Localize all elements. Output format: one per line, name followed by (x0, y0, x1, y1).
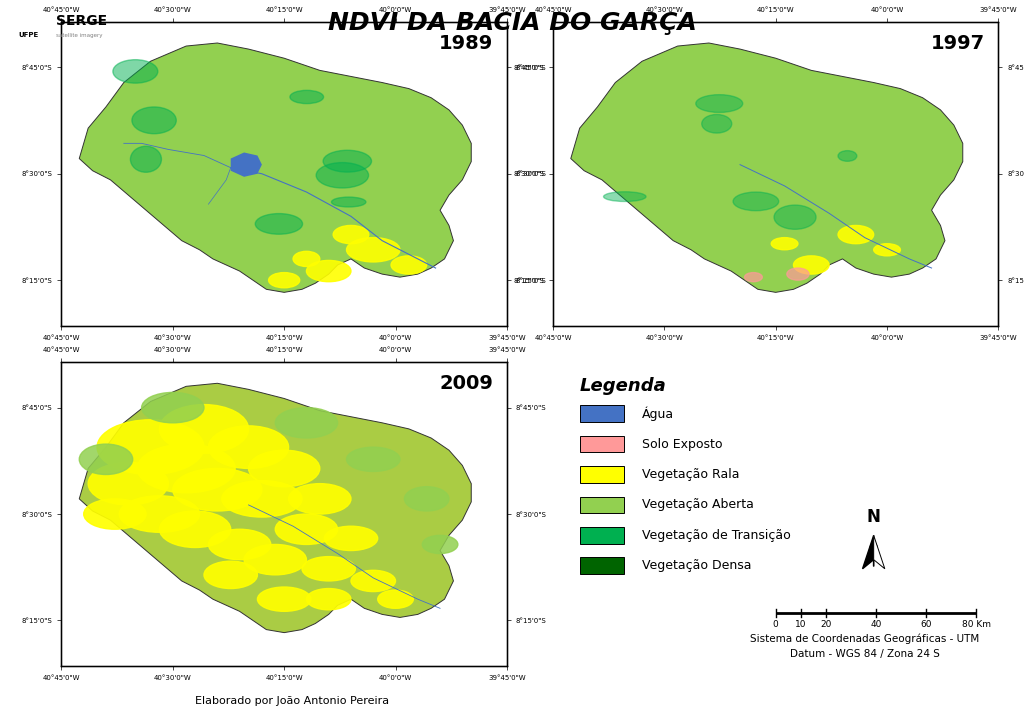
Ellipse shape (173, 468, 262, 511)
Bar (580, 436, 625, 452)
Text: Água: Água (642, 406, 674, 421)
Ellipse shape (733, 192, 778, 211)
Text: Datum - WGS 84 / Zona 24 S: Datum - WGS 84 / Zona 24 S (790, 649, 940, 659)
Text: SERGE: SERGE (56, 14, 108, 28)
Ellipse shape (346, 447, 400, 471)
Text: 40: 40 (870, 620, 882, 629)
Ellipse shape (744, 272, 762, 282)
Text: 20: 20 (820, 620, 831, 629)
Ellipse shape (333, 225, 369, 244)
Ellipse shape (794, 256, 829, 274)
Ellipse shape (346, 237, 400, 262)
Ellipse shape (422, 535, 458, 554)
Ellipse shape (786, 268, 809, 280)
Ellipse shape (209, 529, 270, 560)
Ellipse shape (774, 205, 816, 230)
Text: 2009: 2009 (439, 374, 494, 393)
Ellipse shape (302, 557, 355, 581)
Ellipse shape (209, 426, 289, 468)
Ellipse shape (137, 444, 236, 493)
Text: Vegetação Aberta: Vegetação Aberta (642, 498, 754, 511)
Ellipse shape (325, 526, 378, 550)
Ellipse shape (79, 444, 133, 474)
Ellipse shape (351, 571, 395, 592)
Ellipse shape (289, 484, 351, 514)
Ellipse shape (838, 151, 857, 161)
Ellipse shape (268, 273, 300, 287)
Bar (580, 527, 625, 544)
Text: 60: 60 (921, 620, 932, 629)
Ellipse shape (275, 514, 338, 544)
Text: Solo Exposto: Solo Exposto (642, 437, 723, 450)
Ellipse shape (332, 197, 366, 207)
Text: Legenda: Legenda (580, 377, 667, 395)
Ellipse shape (255, 214, 302, 235)
Bar (580, 466, 625, 483)
Ellipse shape (84, 499, 146, 529)
Text: satellite imagery: satellite imagery (56, 33, 102, 38)
Ellipse shape (316, 163, 369, 188)
Bar (580, 405, 625, 422)
Ellipse shape (97, 420, 204, 474)
Ellipse shape (160, 405, 249, 453)
Bar (580, 557, 625, 574)
Polygon shape (79, 43, 471, 292)
Ellipse shape (88, 463, 168, 505)
Text: 0: 0 (773, 620, 778, 629)
Ellipse shape (120, 496, 200, 532)
Ellipse shape (290, 90, 324, 104)
Ellipse shape (838, 225, 873, 244)
Ellipse shape (132, 107, 176, 134)
Text: 10: 10 (795, 620, 807, 629)
Text: N: N (866, 508, 881, 526)
Ellipse shape (249, 450, 319, 487)
Text: Vegetação Rala: Vegetação Rala (642, 468, 739, 481)
Ellipse shape (130, 146, 162, 172)
Ellipse shape (293, 251, 319, 266)
Ellipse shape (324, 151, 372, 172)
Text: Elaborado por João Antonio Pereira: Elaborado por João Antonio Pereira (195, 696, 389, 706)
Bar (580, 497, 625, 513)
Ellipse shape (160, 511, 230, 547)
Ellipse shape (873, 244, 900, 256)
Text: 80 Km: 80 Km (962, 620, 990, 629)
Text: NDVI DA BACIA DO GARÇA: NDVI DA BACIA DO GARÇA (328, 11, 696, 35)
Polygon shape (862, 535, 873, 569)
Ellipse shape (701, 114, 732, 133)
Ellipse shape (695, 95, 742, 112)
Ellipse shape (306, 589, 351, 610)
Ellipse shape (222, 481, 302, 517)
Text: Vegetação Densa: Vegetação Densa (642, 559, 752, 572)
Polygon shape (873, 535, 885, 569)
Ellipse shape (404, 487, 449, 511)
Text: Vegetação de Transição: Vegetação de Transição (642, 529, 791, 542)
Text: UFPE: UFPE (18, 32, 38, 38)
Polygon shape (570, 43, 963, 292)
Polygon shape (230, 153, 262, 177)
Ellipse shape (113, 59, 158, 83)
Ellipse shape (244, 544, 306, 575)
Ellipse shape (306, 261, 351, 282)
Ellipse shape (275, 408, 338, 438)
Polygon shape (79, 383, 471, 633)
Text: 1997: 1997 (931, 34, 985, 53)
Ellipse shape (141, 392, 204, 423)
Ellipse shape (257, 587, 311, 611)
Ellipse shape (391, 256, 427, 274)
Ellipse shape (204, 561, 257, 589)
Ellipse shape (603, 192, 646, 201)
Text: 1989: 1989 (439, 34, 494, 53)
Ellipse shape (771, 237, 798, 250)
Text: Sistema de Coordenadas Geográficas - UTM: Sistema de Coordenadas Geográficas - UTM (751, 634, 979, 644)
Ellipse shape (378, 590, 414, 608)
